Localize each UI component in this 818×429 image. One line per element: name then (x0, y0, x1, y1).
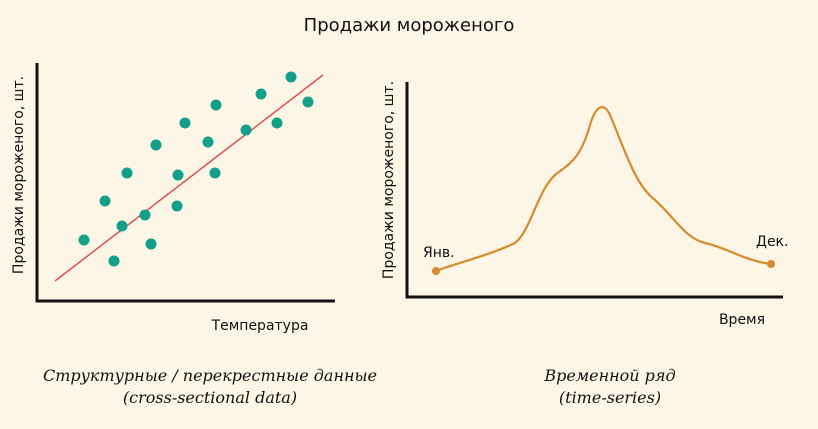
timeseries-axis-lines (405, 82, 783, 299)
scatter-points (78, 71, 314, 267)
scatter-axes (35, 63, 335, 303)
scatter-point (179, 117, 191, 129)
scatter-point (145, 238, 157, 250)
scatter-point (171, 200, 183, 212)
timeseries-y-axis-label: Продажи мороженого, шт. (381, 81, 397, 279)
scatter-axis-lines (35, 63, 335, 303)
scatter-point (139, 209, 151, 221)
scatter-point (108, 255, 120, 267)
scatter-point (210, 99, 222, 111)
timeseries-axes (405, 82, 783, 299)
scatter-point (202, 136, 214, 148)
timeseries-caption: Временной ряд (time-series) (420, 365, 800, 409)
scatter-point (99, 195, 111, 207)
scatter-point (121, 167, 133, 179)
scatter-point (116, 220, 128, 232)
scatter-x-axis-label: Температура (211, 318, 309, 334)
scatter-point (209, 167, 221, 179)
scatter-point (240, 124, 252, 136)
page-title: Продажи мороженого (303, 15, 515, 36)
end-label: Дек. (756, 234, 788, 250)
timeseries-caption-line1: Временной ряд (544, 366, 676, 385)
scatter-point (78, 234, 90, 246)
time-series-line (435, 106, 772, 273)
scatter-caption-line1: Структурные / перекрестные данные (42, 366, 378, 385)
start-label: Янв. (423, 245, 455, 261)
timeseries-caption-line2: (time-series) (558, 388, 662, 407)
scatter-y-axis-label: Продажи мороженого, шт. (11, 76, 27, 274)
timeseries-x-axis-label: Время (719, 312, 765, 328)
scatter-point (271, 117, 283, 129)
scatter-point (302, 96, 314, 108)
scatter-point (150, 139, 162, 151)
time-series-start-point (432, 267, 440, 275)
time-series-end-point (767, 260, 775, 268)
scatter-point (172, 169, 184, 181)
scatter-point (255, 88, 267, 100)
scatter-caption-line2: (cross-sectional data) (122, 388, 298, 407)
scatter-caption: Структурные / перекрестные данные (cross… (20, 365, 400, 409)
scatter-point (285, 71, 297, 83)
trend-line (54, 74, 324, 282)
